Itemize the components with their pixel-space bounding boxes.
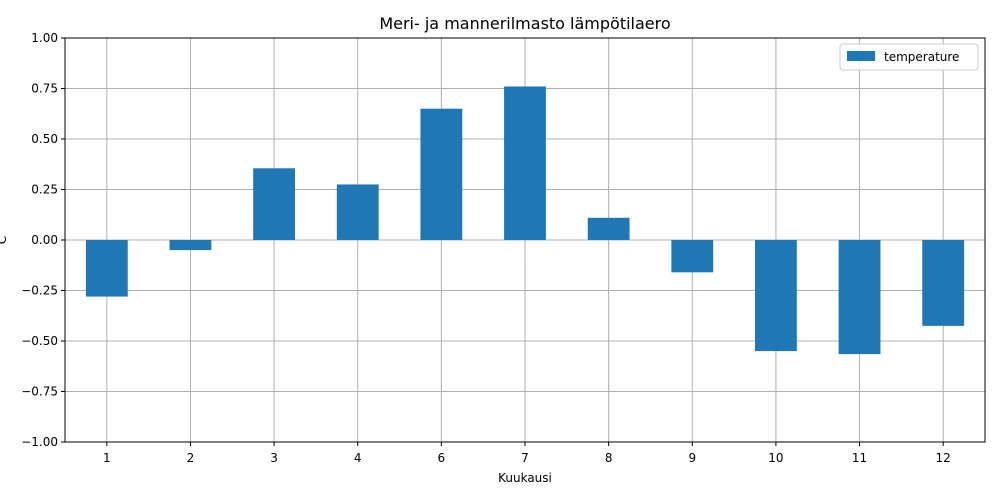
bar [504,86,546,240]
x-axis-ticks: 1 2 3 4 6 7 8 9 10 11 12 [103,442,951,465]
bar [838,240,881,355]
y-tick-label: 0.50 [31,132,58,146]
x-tick-label: 7 [521,451,529,465]
y-axis-label: C [0,236,9,244]
x-tick-label: 9 [688,451,696,465]
bar [253,168,295,240]
x-tick-label: 10 [768,451,783,465]
bar [169,240,212,251]
bar [420,108,463,240]
legend-box [839,43,979,71]
y-tick-label: 1.00 [31,31,58,45]
x-tick-label: 11 [852,451,867,465]
y-tick-label: −0.50 [21,334,58,348]
bar [922,240,965,326]
legend-label: temperature [884,50,959,64]
bars [85,86,965,355]
y-axis-ticks: −1.00 −0.75 −0.50 −0.25 0.00 0.25 0.50 0.75 1.00 [21,31,65,449]
bar [336,184,379,240]
x-tick-label: 12 [936,451,951,465]
bar [587,217,630,240]
y-tick-label: −0.75 [21,385,58,399]
bar [85,240,128,297]
x-tick-label: 8 [605,451,613,465]
x-tick-label: 4 [354,451,362,465]
y-tick-label: −1.00 [21,435,58,449]
y-tick-label: 0.75 [31,82,58,96]
bar [755,240,797,352]
chart-title: Meri- ja mannerilmasto lämpötilaero [379,14,670,33]
x-tick-label: 6 [438,451,446,465]
bar [671,240,714,273]
y-tick-label: −0.25 [21,284,58,298]
legend-swatch [847,51,875,61]
x-tick-label: 2 [187,451,195,465]
y-tick-label: 0.25 [31,183,58,197]
x-tick-label: 3 [270,451,278,465]
x-axis-label: Kuukausi [498,471,552,485]
x-tick-label: 1 [103,451,111,465]
legend: temperature [839,43,979,71]
y-tick-label: 0.00 [31,233,58,247]
